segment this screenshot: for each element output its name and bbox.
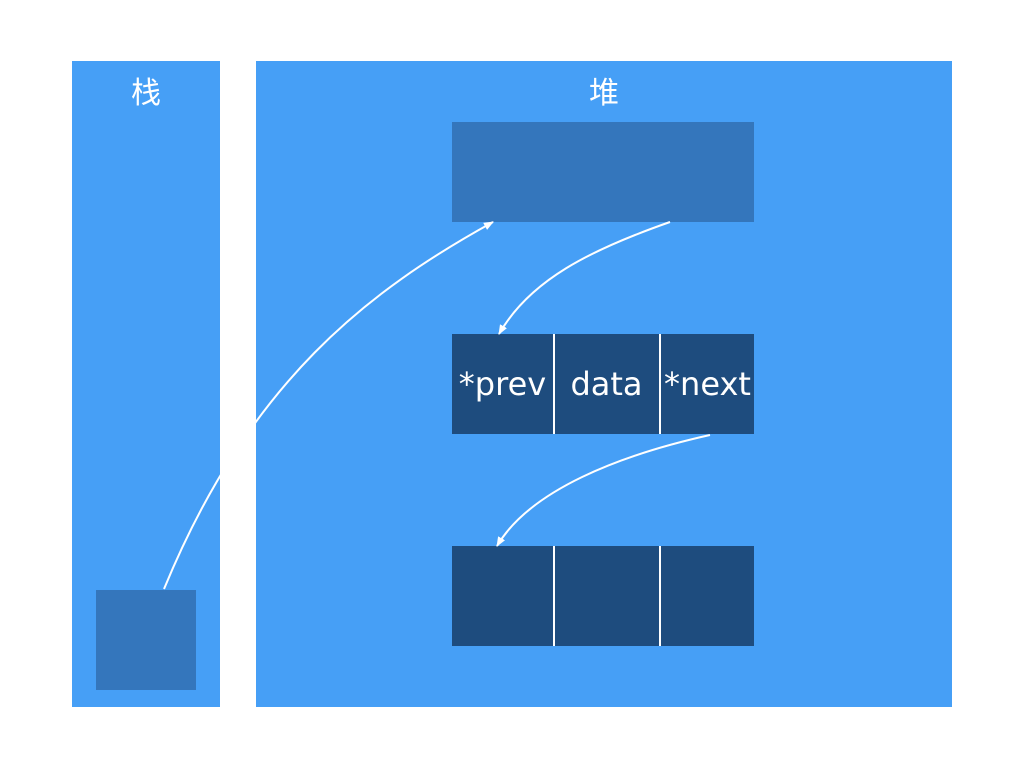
linked-list-node-2 xyxy=(452,546,754,646)
heap-head-block xyxy=(452,122,754,222)
node-1-divider-2 xyxy=(659,334,661,434)
stack-title: 栈 xyxy=(131,76,161,111)
node-2-next-field xyxy=(661,546,754,646)
stack-variable-block xyxy=(96,590,196,690)
linked-list-node-1: *prev data *next xyxy=(452,334,754,434)
node-2-prev-field xyxy=(452,546,553,646)
node-2-divider-2 xyxy=(659,546,661,646)
node-2-divider-1 xyxy=(553,546,555,646)
heap-title: 堆 xyxy=(589,76,619,111)
node-1-next-field: *next xyxy=(664,365,751,403)
node-1-data-field: data xyxy=(570,365,643,403)
node-1-prev-field: *prev xyxy=(458,365,547,403)
node-1-divider-1 xyxy=(553,334,555,434)
node-2-data-field xyxy=(554,546,659,646)
